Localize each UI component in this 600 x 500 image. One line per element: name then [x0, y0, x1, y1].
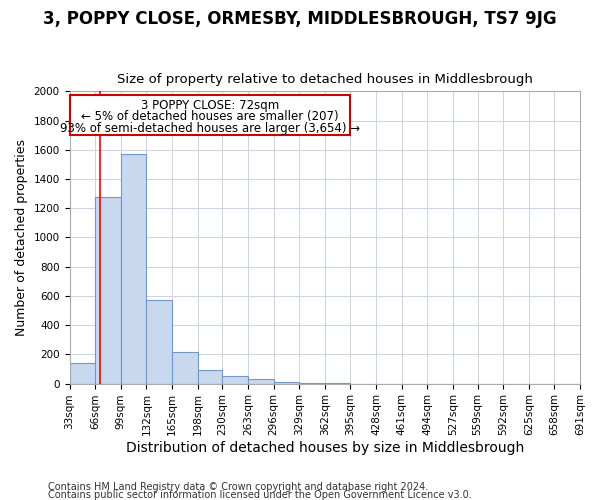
- Y-axis label: Number of detached properties: Number of detached properties: [15, 139, 28, 336]
- Text: Contains HM Land Registry data © Crown copyright and database right 2024.: Contains HM Land Registry data © Crown c…: [48, 482, 428, 492]
- Title: Size of property relative to detached houses in Middlesbrough: Size of property relative to detached ho…: [117, 73, 533, 86]
- Bar: [223, 376, 248, 384]
- Bar: [197, 370, 223, 384]
- Bar: [248, 379, 274, 384]
- Bar: [172, 352, 197, 384]
- X-axis label: Distribution of detached houses by size in Middlesbrough: Distribution of detached houses by size …: [125, 441, 524, 455]
- Text: ← 5% of detached houses are smaller (207): ← 5% of detached houses are smaller (207…: [81, 110, 339, 123]
- Bar: [95, 196, 121, 384]
- Text: 3 POPPY CLOSE: 72sqm: 3 POPPY CLOSE: 72sqm: [141, 98, 279, 112]
- Text: Contains public sector information licensed under the Open Government Licence v3: Contains public sector information licen…: [48, 490, 472, 500]
- Bar: [121, 154, 146, 384]
- FancyBboxPatch shape: [70, 95, 350, 135]
- Text: 3, POPPY CLOSE, ORMESBY, MIDDLESBROUGH, TS7 9JG: 3, POPPY CLOSE, ORMESBY, MIDDLESBROUGH, …: [43, 10, 557, 28]
- Bar: [274, 382, 299, 384]
- Bar: [70, 363, 95, 384]
- Text: 93% of semi-detached houses are larger (3,654) →: 93% of semi-detached houses are larger (…: [60, 122, 360, 134]
- Bar: [146, 300, 172, 384]
